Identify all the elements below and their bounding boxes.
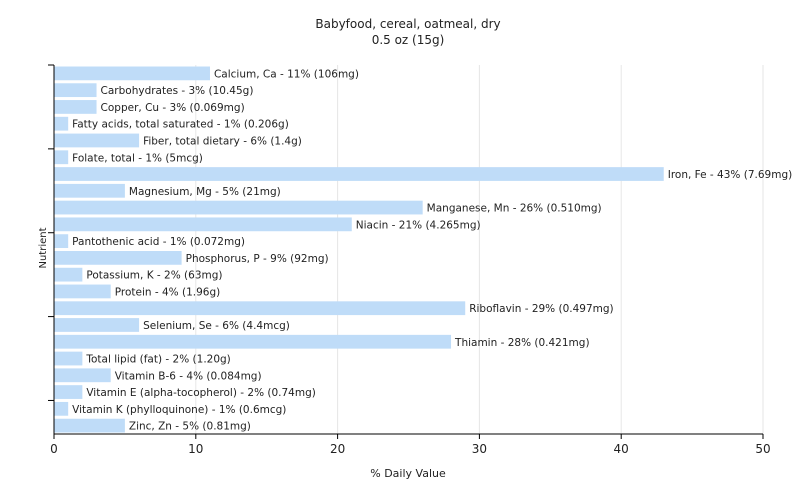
bar-label: Iron, Fe - 43% (7.69mg): [668, 169, 792, 181]
gridlines: [195, 65, 764, 434]
bar: [54, 100, 97, 114]
bar-label: Calcium, Ca - 11% (106mg): [214, 68, 359, 80]
chart-title: Babyfood, cereal, oatmeal, dry: [315, 17, 500, 31]
bars: [54, 66, 664, 433]
bar-label: Thiamin - 28% (0.421mg): [454, 337, 590, 349]
bar: [54, 267, 83, 282]
bar-labels: Calcium, Ca - 11% (106mg) Carbohydrates -…: [72, 68, 792, 432]
bar-label: Fatty acids, total saturated - 1% (0.206…: [72, 119, 289, 131]
bar-label: Potassium, K - 2% (63mg): [86, 270, 222, 282]
bar: [54, 150, 69, 165]
bar-label: Magnesium, Mg - 5% (21mg): [129, 186, 281, 198]
bar: [54, 385, 83, 399]
bar: [54, 217, 352, 232]
bar: [54, 284, 111, 299]
bar-label: Total lipid (fat) - 2% (1.20g): [85, 354, 230, 366]
bar-label: Pantothenic acid - 1% (0.072mg): [72, 236, 245, 248]
bar: [54, 368, 111, 383]
bar-label: Riboflavin - 29% (0.497mg): [469, 303, 613, 315]
chart-subtitle: 0.5 oz (15g): [372, 33, 445, 47]
x-tick-label: 40: [614, 442, 629, 456]
bar-label: Vitamin K (phylloquinone) - 1% (0.6mcg): [72, 404, 286, 416]
bar: [54, 318, 140, 332]
bar-label: Phosphorus, P - 9% (92mg): [186, 253, 329, 265]
bar: [54, 234, 69, 248]
bar: [54, 116, 69, 131]
bar-label: Selenium, Se - 6% (4.4mcg): [143, 320, 290, 332]
bar-label: Zinc, Zn - 5% (0.81mg): [129, 421, 251, 433]
bar-label: Copper, Cu - 3% (0.069mg): [101, 102, 245, 114]
bar: [54, 133, 140, 148]
x-tick-label: 20: [330, 442, 345, 456]
y-axis-label: Nutrient: [38, 227, 49, 268]
x-tick-label: 50: [755, 442, 770, 456]
bar-label: Manganese, Mn - 26% (0.510mg): [427, 203, 602, 215]
bar-label: Fiber, total dietary - 6% (1.4g): [143, 135, 302, 147]
bar-label: Niacin - 21% (4.265mg): [356, 219, 481, 231]
bar-label: Carbohydrates - 3% (10.45g): [101, 85, 254, 97]
bar: [54, 418, 125, 433]
bar: [54, 83, 97, 98]
bar: [54, 200, 423, 215]
bar-label: Vitamin B-6 - 4% (0.084mg): [115, 370, 262, 382]
bar: [54, 351, 83, 366]
bar: [54, 301, 466, 316]
bar: [54, 401, 69, 416]
bar: [54, 167, 664, 181]
axes: 0 10 20 30 40 50: [48, 64, 771, 456]
x-tick-label: 0: [50, 442, 58, 456]
bar-label: Folate, total - 1% (5mcg): [72, 152, 203, 164]
x-tick-label: 30: [472, 442, 487, 456]
bar-label: Vitamin E (alpha-tocopherol) - 2% (0.74m…: [86, 387, 315, 399]
bar: [54, 183, 125, 198]
bar: [54, 334, 452, 349]
bar: [54, 251, 182, 265]
bar: [54, 66, 210, 81]
x-tick-label: 10: [188, 442, 203, 456]
bar-label: Protein - 4% (1.96g): [115, 286, 221, 298]
x-axis-label: % Daily Value: [370, 467, 446, 480]
